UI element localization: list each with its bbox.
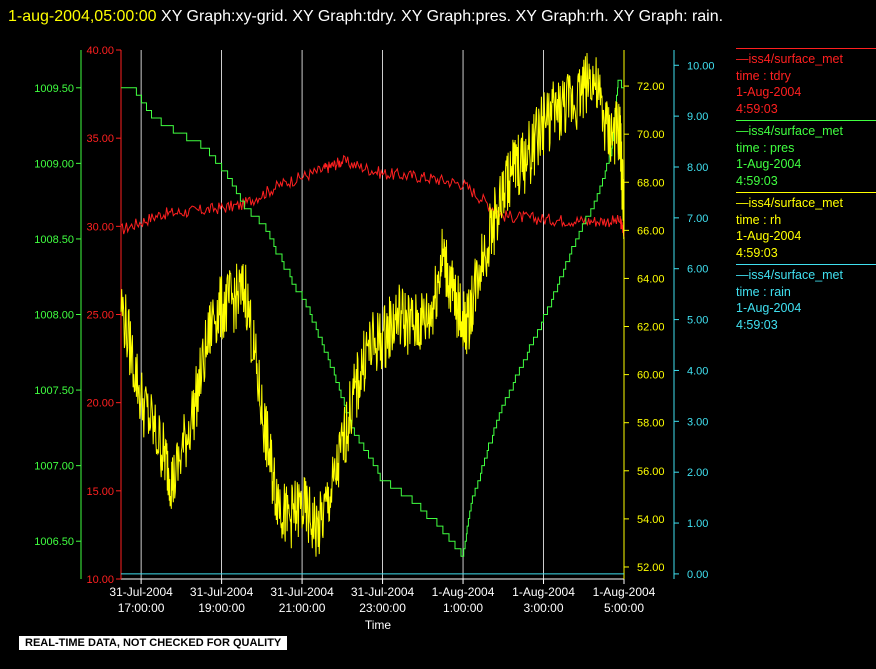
title-timestamp: 1-aug-2004,05:00:00 <box>8 8 157 25</box>
rh-tick-label: 64.00 <box>637 273 665 285</box>
x-tick-label-date: 31-Jul-2004 <box>270 585 334 599</box>
pres-tick-label: 1008.00 <box>34 310 74 322</box>
x-tick-label-time: 19:00:00 <box>198 601 245 615</box>
chart-title: 1-aug-2004,05:00:00 XY Graph:xy-grid. XY… <box>8 3 868 31</box>
rh-tick-label: 54.00 <box>637 514 665 526</box>
tdry-tick-label: 25.00 <box>86 310 114 322</box>
rain-tick-label: 7.00 <box>687 213 708 225</box>
x-tick-label-date: 1-Aug-2004 <box>432 585 495 599</box>
pres-tick-label: 1007.50 <box>34 385 74 397</box>
tick-labels: 31-Jul-2004 17:00:00 31-Jul-2004 19:00:00 31… <box>34 45 714 615</box>
rh-tick-label: 68.00 <box>637 177 665 189</box>
legend-var: time : pres <box>736 140 795 155</box>
tdry-tick-label: 30.00 <box>86 221 114 233</box>
legend-date: 1-Aug-2004 <box>736 301 802 315</box>
rain-tick-label: 1.00 <box>687 518 708 530</box>
series-line-tdry <box>120 154 625 237</box>
rain-tick-label: 10.00 <box>687 60 715 72</box>
pres-tick-label: 1008.50 <box>34 234 74 246</box>
tdry-tick-label: 40.00 <box>86 45 114 57</box>
x-tick-label-time: 1:00:00 <box>443 601 483 615</box>
x-tick-label-time: 5:00:00 <box>604 601 644 615</box>
grid <box>140 50 544 579</box>
rain-tick-label: 8.00 <box>687 162 708 174</box>
rh-tick-label: 52.00 <box>637 562 665 574</box>
x-tick-label-time: 23:00:00 <box>359 601 406 615</box>
rh-tick-label: 72.00 <box>637 81 665 93</box>
legend-separator <box>736 192 876 193</box>
legend-line: —iss4/surface_met <box>736 52 843 66</box>
legend-separator <box>736 264 876 265</box>
rh-tick-label: 60.00 <box>637 370 665 382</box>
legend-separator <box>736 120 876 121</box>
pres-tick-label: 1009.00 <box>34 158 74 170</box>
axes <box>76 49 679 584</box>
series-line-rh <box>120 52 625 557</box>
pres-tick-label: 1009.50 <box>34 83 74 95</box>
rain-tick-label: 5.00 <box>687 315 708 327</box>
x-tick-label-date: 31-Jul-2004 <box>351 585 415 599</box>
legend-date: 1-Aug-2004 <box>736 157 802 171</box>
rh-tick-label: 58.00 <box>637 418 665 430</box>
x-tick-label-date: 1-Aug-2004 <box>512 585 575 599</box>
legend-time: 4:59:03 <box>736 173 778 188</box>
legend-var: time : rain <box>736 284 791 299</box>
rh-tick-label: 62.00 <box>637 322 665 334</box>
x-axis-label: Time <box>365 618 392 632</box>
pres-tick-label: 1006.50 <box>34 536 74 548</box>
x-tick-label-time: 3:00:00 <box>523 601 563 615</box>
tdry-tick-label: 15.00 <box>86 486 114 498</box>
legend-line: —iss4/surface_met <box>736 124 843 138</box>
legend-var: time : tdry <box>736 68 791 83</box>
legend-time: 4:59:03 <box>736 101 778 116</box>
series-lines <box>120 52 625 575</box>
rain-tick-label: 3.00 <box>687 416 708 428</box>
tdry-tick-label: 20.00 <box>86 398 114 410</box>
legend-time: 4:59:03 <box>736 245 778 260</box>
x-tick-label-time: 21:00:00 <box>279 601 326 615</box>
tdry-tick-label: 35.00 <box>86 133 114 145</box>
legend-line: —iss4/surface_met <box>736 196 843 210</box>
title-text: XY Graph:xy-grid. XY Graph:tdry. XY Grap… <box>161 8 724 25</box>
legend-date: 1-Aug-2004 <box>736 85 802 99</box>
rain-tick-label: 2.00 <box>687 467 708 479</box>
series-line-pres <box>121 79 624 557</box>
x-tick-label-date: 31-Jul-2004 <box>109 585 173 599</box>
rain-tick-label: 4.00 <box>687 365 708 377</box>
legend-line: —iss4/surface_met <box>736 268 843 282</box>
rain-tick-label: 0.00 <box>687 569 708 581</box>
x-tick-label-time: 17:00:00 <box>118 601 165 615</box>
legend-date: 1-Aug-2004 <box>736 229 802 243</box>
rh-tick-label: 70.00 <box>637 129 665 141</box>
rh-tick-label: 56.00 <box>637 466 665 478</box>
x-tick-label-date: 1-Aug-2004 <box>593 585 656 599</box>
x-tick-label-date: 31-Jul-2004 <box>190 585 254 599</box>
legend-separator <box>736 48 876 49</box>
rain-tick-label: 6.00 <box>687 264 708 276</box>
pres-tick-label: 1007.00 <box>34 461 74 473</box>
rh-tick-label: 66.00 <box>637 225 665 237</box>
quality-disclaimer: REAL-TIME DATA, NOT CHECKED FOR QUALITY <box>19 636 288 650</box>
rain-tick-label: 9.00 <box>687 111 708 123</box>
tdry-tick-label: 10.00 <box>86 574 114 586</box>
legend-var: time : rh <box>736 212 782 227</box>
legend-time: 4:59:03 <box>736 317 778 332</box>
